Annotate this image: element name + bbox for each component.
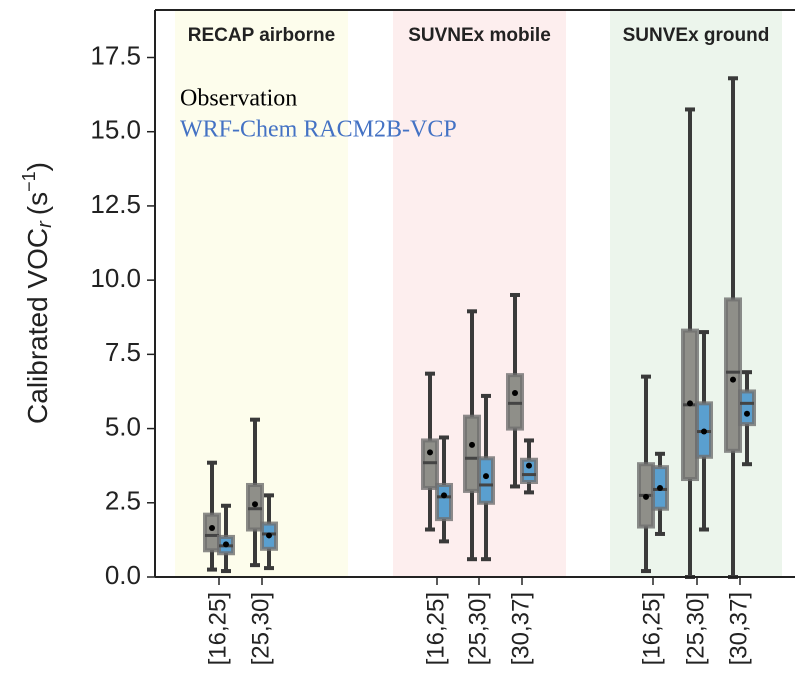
y-axis-label: Calibrated VOCr (s−1) bbox=[19, 162, 57, 424]
x-tick-label: [16,25] bbox=[638, 592, 665, 665]
legend-entry: Observation bbox=[180, 86, 297, 112]
y-tick-label: 12.5 bbox=[90, 189, 141, 219]
mean bbox=[441, 492, 447, 499]
box bbox=[463, 414, 481, 493]
group-label: SUNVEx ground bbox=[623, 25, 770, 46]
mean bbox=[469, 441, 475, 448]
box bbox=[435, 482, 453, 522]
mean bbox=[643, 493, 649, 500]
y-tick-label: 7.5 bbox=[105, 337, 141, 367]
mean bbox=[427, 449, 433, 456]
y-label-sub: r bbox=[34, 220, 56, 228]
mean bbox=[266, 532, 272, 539]
y-label-close: ) bbox=[22, 162, 53, 171]
mean bbox=[526, 462, 532, 469]
mean bbox=[252, 501, 258, 508]
mean bbox=[687, 400, 693, 407]
x-tick-label: [25,30] bbox=[464, 592, 491, 665]
group-label: RECAP airborne bbox=[188, 25, 335, 46]
mean bbox=[730, 376, 736, 383]
x-tick-label: [25,30] bbox=[247, 592, 274, 665]
y-tick-label: 2.5 bbox=[105, 486, 141, 516]
mean bbox=[483, 473, 489, 480]
y-label-unit: (s bbox=[22, 192, 53, 215]
group-band bbox=[175, 10, 348, 577]
box bbox=[520, 457, 538, 485]
mean bbox=[209, 525, 215, 532]
box bbox=[477, 456, 495, 505]
x-tick-label: [16,25] bbox=[422, 592, 449, 665]
y-label-sup: −1 bbox=[19, 171, 39, 192]
x-tick-label: [25,30] bbox=[682, 592, 709, 665]
y-tick-label: 5.0 bbox=[105, 411, 141, 441]
y-tick-label: 15.0 bbox=[90, 115, 141, 145]
group-label: SUVNEx mobile bbox=[408, 25, 551, 46]
y-tick-label: 0.0 bbox=[105, 560, 141, 590]
x-tick-label: [16,25] bbox=[204, 592, 231, 665]
y-tick-label: 17.5 bbox=[90, 40, 141, 70]
mean bbox=[512, 389, 518, 396]
x-tick-label: [30,37] bbox=[507, 592, 534, 665]
box bbox=[738, 389, 756, 427]
mean bbox=[744, 410, 750, 417]
mean bbox=[223, 541, 229, 548]
y-label-text: Calibrated VOC bbox=[22, 228, 53, 424]
group-band bbox=[610, 10, 782, 577]
mean bbox=[701, 428, 707, 435]
y-tick-label: 10.0 bbox=[90, 263, 141, 293]
legend-entry: WRF-Chem RACM2B-VCP bbox=[180, 117, 457, 143]
x-tick-label: [30,37] bbox=[725, 592, 752, 665]
mean bbox=[657, 484, 663, 491]
box bbox=[724, 297, 742, 453]
box bbox=[203, 512, 221, 553]
